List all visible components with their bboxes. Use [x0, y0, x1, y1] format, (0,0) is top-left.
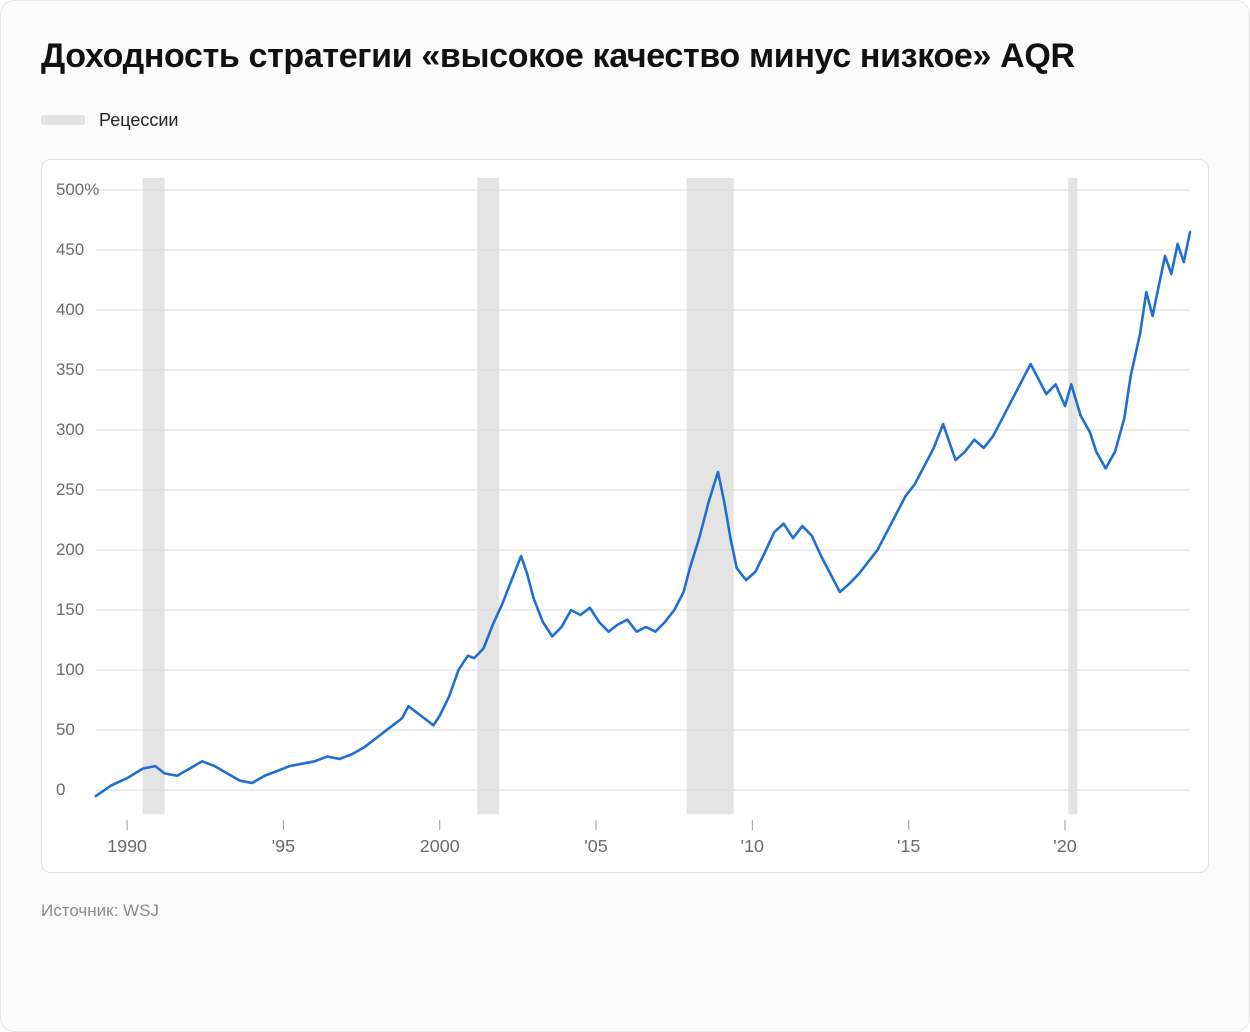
svg-text:1990: 1990: [107, 836, 147, 856]
chart-source: Источник: WSJ: [41, 901, 1209, 921]
legend-label: Рецессии: [99, 110, 178, 131]
legend-swatch: [41, 115, 85, 125]
svg-text:0: 0: [56, 780, 65, 799]
svg-text:400: 400: [56, 299, 84, 318]
svg-text:'95: '95: [272, 836, 295, 856]
svg-text:500%: 500%: [56, 179, 99, 198]
svg-text:'05: '05: [584, 836, 607, 856]
svg-text:'10: '10: [741, 836, 764, 856]
svg-text:350: 350: [56, 359, 84, 378]
svg-text:'15: '15: [897, 836, 920, 856]
chart-frame: 0 50 100 150 200 250 300 350 400 450 500% 1990 '95 20…: [41, 159, 1209, 873]
svg-text:150: 150: [56, 600, 84, 619]
svg-text:'20: '20: [1053, 836, 1076, 856]
chart-card: Доходность стратегии «высокое качество м…: [0, 0, 1250, 1032]
svg-text:2000: 2000: [420, 836, 460, 856]
svg-text:200: 200: [56, 540, 84, 559]
svg-text:250: 250: [56, 480, 84, 499]
svg-text:50: 50: [56, 720, 75, 739]
svg-text:450: 450: [56, 239, 84, 258]
line-chart: 0 50 100 150 200 250 300 350 400 450 500% 1990 '95 20…: [42, 160, 1208, 872]
svg-text:300: 300: [56, 420, 84, 439]
legend: Рецессии: [41, 110, 1209, 131]
svg-text:100: 100: [56, 660, 84, 679]
chart-title: Доходность стратегии «высокое качество м…: [41, 35, 1141, 78]
